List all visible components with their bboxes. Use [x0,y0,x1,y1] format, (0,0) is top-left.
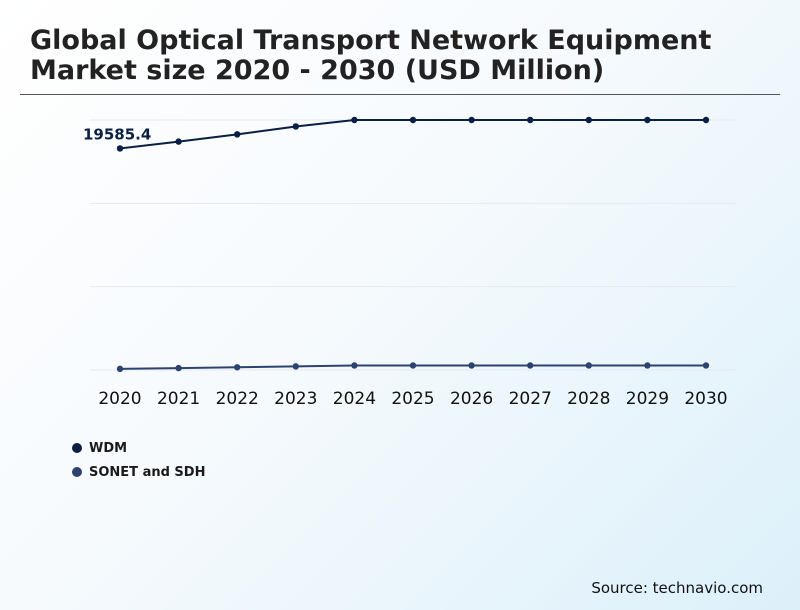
data-point-wdm [702,116,710,124]
data-point-sonet-and-sdh [116,365,124,373]
data-point-sonet-and-sdh [351,362,358,369]
x-tick-label: 2024 [333,389,376,409]
title-divider [20,94,780,95]
data-point-wdm [116,145,124,152]
x-tick-label: 2030 [684,389,727,409]
data-point-wdm [527,116,534,124]
legend-label-wdm: WDM [89,440,128,456]
data-point-wdm [409,116,417,124]
x-tick-label: 2029 [626,389,669,409]
data-point-wdm [292,123,299,130]
x-tick-label: 2021 [157,389,200,409]
legend-item-wdm: WDM [72,436,205,460]
chart-title: Global Optical Transport Network Equipme… [30,25,712,86]
x-tick-label: 2020 [98,389,141,409]
data-point-sonet-and-sdh [468,362,475,369]
data-point-sonet-and-sdh [292,363,299,370]
data-point-sonet-and-sdh [702,362,710,369]
x-tick-label: 2028 [567,389,610,409]
legend-marker-wdm [72,443,82,453]
data-point-sonet-and-sdh [409,362,417,369]
line-chart: 2020 2021 2022 2023 2024 2025 2026 2027 2028 2029… [83,116,736,409]
data-point-wdm [468,116,475,124]
x-tick-label: 2022 [216,389,259,409]
data-point-wdm [175,138,182,145]
series-line-wdm [119,119,706,150]
data-point-wdm [644,116,651,124]
legend-label-sonet-sdh: SONET and SDH [89,464,206,480]
x-tick-label: 2023 [274,389,317,409]
data-point-sonet-and-sdh [527,362,534,369]
data-point-wdm [585,116,592,124]
data-point-sonet-and-sdh [234,364,241,371]
data-point-sonet-and-sdh [585,362,592,369]
source-note: Source: technavio.com [591,579,763,597]
x-tick-label: 2026 [450,389,493,409]
chart-legend: WDM SONET and SDH [72,436,205,484]
data-point-sonet-and-sdh [644,362,651,369]
data-point-wdm [351,116,358,124]
legend-item-sonet-sdh: SONET and SDH [72,460,205,484]
data-label: 19585.4 [83,125,151,143]
legend-marker-sonet-sdh [72,467,82,477]
x-tick-label: 2025 [391,389,434,409]
data-point-sonet-and-sdh [175,364,182,372]
data-point-wdm [234,131,241,138]
x-tick-label: 2027 [509,389,552,409]
